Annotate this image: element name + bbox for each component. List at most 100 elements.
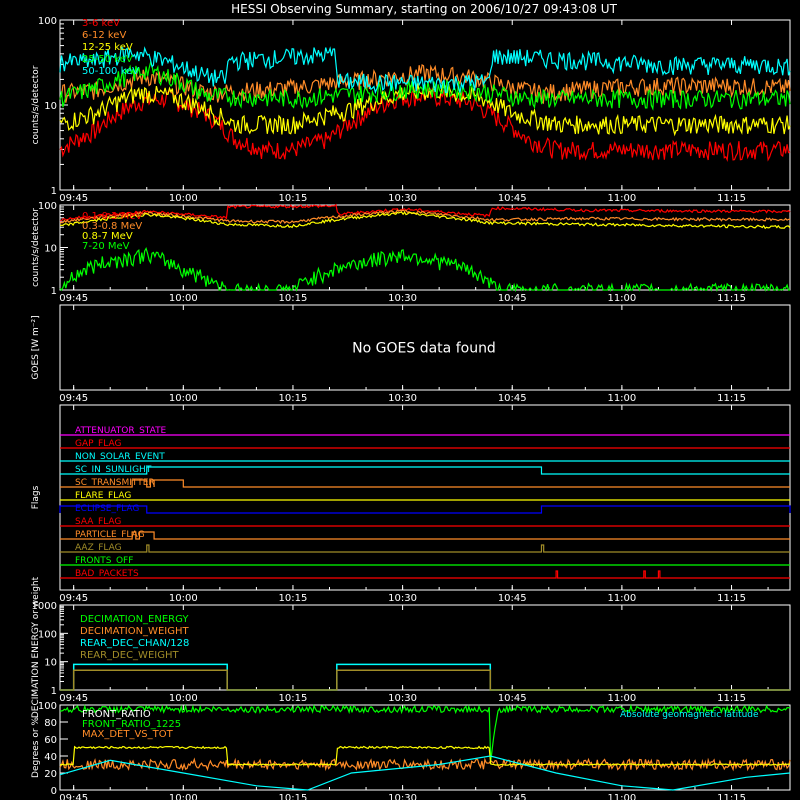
ratios-legend-entry: MAX_DET_VS_TOT <box>82 729 174 740</box>
hxr-series-line <box>59 87 791 162</box>
flags-frame <box>59 404 791 591</box>
ratios-series-line <box>59 757 791 772</box>
ratios-xtick-label: 10:15 <box>279 793 308 800</box>
ratios-panel: 09:45 10:00 10:15 10:30 10:45 11:00 11:15 Degre… <box>31 701 791 800</box>
decimation-frame <box>59 604 791 691</box>
gamma-legend-entry: 7-20 MeV <box>82 241 130 252</box>
flag-line <box>60 479 790 488</box>
hxr-ytick-label: 1 <box>51 186 57 197</box>
gamma-ytick-label: 1 <box>51 286 57 297</box>
hxr-ytick-label: 100 <box>38 16 57 27</box>
goes-xtick-label: 09:45 <box>59 393 88 404</box>
gamma-legend-entry: 0.1-0.3 MeV <box>82 211 142 222</box>
flag-label: ATTENUATOR_STATE <box>75 426 167 436</box>
hxr-panel: 09:45 10:00 10:15 10:30 10:45 11:00 11:15 count… <box>31 16 791 204</box>
flag-label: BAD_PACKETS <box>75 569 139 579</box>
gamma-xtick-label: 10:30 <box>388 293 417 304</box>
gamma-series-line <box>59 203 791 222</box>
hxr-xtick-label: 10:45 <box>498 193 527 204</box>
gamma-legend-entry: 0.3-0.8 MeV <box>82 221 142 232</box>
flag-label: GAP_FLAG <box>75 439 121 449</box>
flag-line <box>59 505 791 514</box>
decimation-xtick-label: 10:15 <box>279 693 308 704</box>
ratios-series-line <box>59 755 791 791</box>
ratios-series-line <box>59 703 791 762</box>
decimation-xtick-label: 10:45 <box>498 693 527 704</box>
flags-panel: 09:45 10:00 10:15 10:30 10:45 11:00 11:15 Flags… <box>31 404 791 604</box>
goes-xtick-label: 10:00 <box>169 393 198 404</box>
ratios-xtick-label: 09:45 <box>59 793 88 800</box>
hxr-series-line <box>59 81 791 137</box>
ratios-legend-entry: FRONT_RATIO_1225 <box>82 719 181 730</box>
ratios-ytick-label: 60 <box>44 735 57 746</box>
gamma-ytick-label: 100 <box>38 201 57 212</box>
decimation-xtick-label: 10:00 <box>169 693 198 704</box>
hxr-xtick-label: 11:15 <box>717 193 746 204</box>
ratios-ytick-label: 20 <box>44 769 57 780</box>
gamma-xtick-label: 11:15 <box>717 293 746 304</box>
decimation-panel: 09:45 10:00 10:15 10:30 10:45 11:00 11:15 DECIM… <box>31 576 791 718</box>
flag-label: PARTICLE_FLAG <box>75 530 145 540</box>
flags-xtick-label: 11:15 <box>717 593 746 604</box>
flag-label: SC_IN_SUNLIGHT <box>75 465 152 475</box>
ratios-ytick-label: 80 <box>44 718 57 729</box>
hxr-legend-entry: 6-12 keV <box>82 30 126 41</box>
flag-label: AAZ_FLAG <box>75 543 122 553</box>
hxr-xtick-label: 10:00 <box>169 193 198 204</box>
decimation-ytick-label: 100 <box>38 629 57 640</box>
ratios-xtick-label: 10:30 <box>388 793 417 800</box>
flags-ylabel: Flags <box>31 485 41 509</box>
decimation-series-line <box>60 669 790 691</box>
decimation-xtick-label: 11:15 <box>717 693 746 704</box>
flag-label: ECLIPSE_FLAG <box>75 504 139 514</box>
flag-line <box>60 531 790 540</box>
goes-xtick-label: 11:15 <box>717 393 746 404</box>
goes-xtick-label: 10:30 <box>388 393 417 404</box>
ratios-xtick-label: 10:45 <box>498 793 527 800</box>
flag-label: FRONTS_OFF <box>75 556 133 566</box>
gamma-ylabel: counts/s/detector <box>31 208 41 287</box>
decimation-ytick-label: 10 <box>44 658 57 669</box>
ratios-legend-entry: FRONT_RATIO <box>82 709 151 720</box>
flag-line <box>60 466 790 475</box>
gamma-legend-entry: 0.8-7 MeV <box>82 231 133 242</box>
hxr-legend-entry: 25-50 keV <box>82 54 133 65</box>
hxr-legend-entry: 50-100 keV <box>82 66 139 77</box>
decimation-xtick-label: 09:45 <box>59 693 88 704</box>
decimation-legend-entry: REAR_DEC_CHAN/128 <box>80 638 189 649</box>
goes-ylabel: GOES [W m⁻²] <box>31 315 41 379</box>
hxr-xtick-label: 11:00 <box>607 193 636 204</box>
goes-xtick-label: 10:15 <box>279 393 308 404</box>
chart-title: HESSI Observing Summary, starting on 200… <box>231 2 617 16</box>
ratios-series-line <box>59 745 791 766</box>
hxr-legend-entry: 12-25 keV <box>82 42 133 53</box>
ratios-ytick-label: 40 <box>44 752 57 763</box>
flag-label: FLARE_FLAG <box>75 491 131 501</box>
hxr-xtick-label: 09:45 <box>59 193 88 204</box>
flags-xtick-label: 10:30 <box>388 593 417 604</box>
gamma-xtick-label: 10:00 <box>169 293 198 304</box>
ratios-ylabel: Degrees or % <box>31 717 41 778</box>
ratios-ytick-label: 0 <box>51 786 57 797</box>
decimation-legend-entry: DECIMATION_WEIGHT <box>80 626 189 637</box>
goes-message: No GOES data found <box>352 341 496 357</box>
flag-line <box>60 544 790 553</box>
ratios-frame <box>59 704 791 791</box>
ratios-annotation: Absolute geomagnetic latitude <box>620 710 759 720</box>
hxr-ytick-label: 10 <box>44 101 57 112</box>
hxr-xtick-label: 10:30 <box>388 193 417 204</box>
decimation-xtick-label: 10:30 <box>388 693 417 704</box>
gamma-panel: 09:45 10:00 10:15 10:30 10:45 11:00 11:15 count… <box>31 201 791 304</box>
decimation-legend-entry: REAR_DEC_WEIGHT <box>80 650 179 661</box>
flags-xtick-label: 11:00 <box>607 593 636 604</box>
decimation-ytick-label: 1000 <box>32 601 57 612</box>
hxr-xtick-label: 10:15 <box>279 193 308 204</box>
gamma-series-line <box>59 209 791 225</box>
decimation-ytick-label: 1 <box>51 686 57 697</box>
ratios-xtick-label: 10:00 <box>169 793 198 800</box>
ratios-xtick-label: 11:00 <box>607 793 636 800</box>
decimation-xtick-label: 11:00 <box>607 693 636 704</box>
hxr-ylabel: counts/s/detector <box>31 65 41 144</box>
